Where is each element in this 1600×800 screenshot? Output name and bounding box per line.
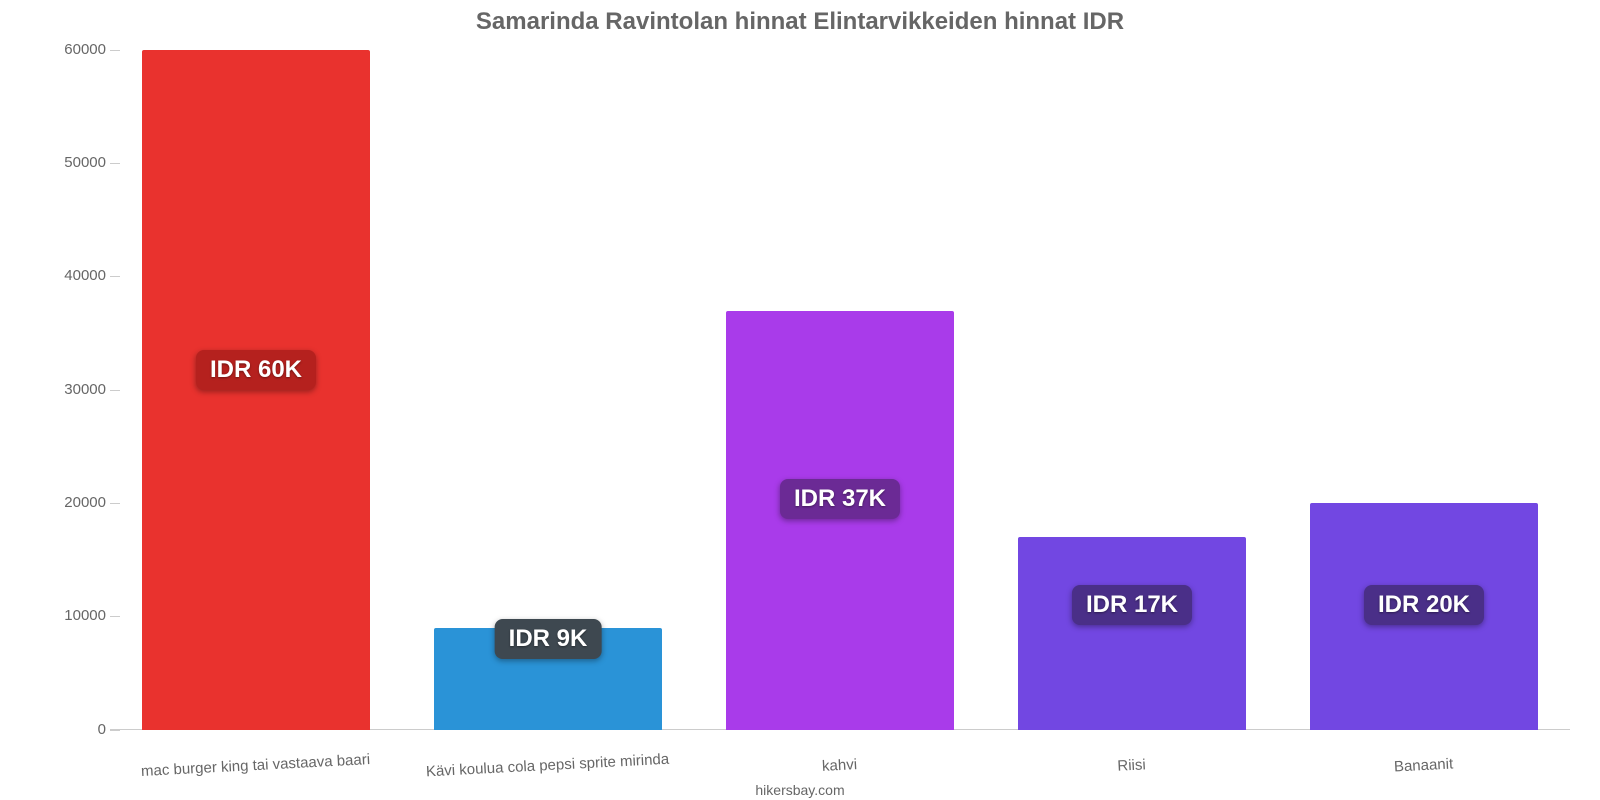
y-tick-label: 60000 bbox=[64, 41, 106, 58]
x-label: Riisi bbox=[1117, 756, 1146, 774]
value-badge: IDR 37K bbox=[780, 479, 900, 519]
chart-title: Samarinda Ravintolan hinnat Elintarvikke… bbox=[0, 8, 1600, 36]
x-label-slot: Riisi bbox=[986, 734, 1278, 774]
x-label-slot: kahvi bbox=[694, 734, 986, 774]
price-bar-chart: Samarinda Ravintolan hinnat Elintarvikke… bbox=[0, 0, 1600, 800]
bar-slot: IDR 60K bbox=[110, 50, 402, 730]
value-badge: IDR 9K bbox=[495, 619, 602, 659]
bar-slot: IDR 20K bbox=[1278, 50, 1570, 730]
value-badge: IDR 60K bbox=[196, 350, 316, 390]
x-label: kahvi bbox=[822, 756, 858, 775]
bar-slot: IDR 37K bbox=[694, 50, 986, 730]
y-tick-label: 30000 bbox=[64, 381, 106, 398]
bar bbox=[142, 50, 370, 730]
chart-footer: hikersbay.com bbox=[0, 782, 1600, 798]
bar bbox=[1018, 537, 1246, 730]
y-tick-label: 10000 bbox=[64, 607, 106, 624]
x-label: mac burger king tai vastaava baari bbox=[141, 751, 371, 780]
bars-container: IDR 60K IDR 9K IDR 37K IDR 17K IDR 20K bbox=[110, 50, 1570, 730]
x-label: Kävi koulua cola pepsi sprite mirinda bbox=[426, 751, 670, 781]
x-label: Banaanit bbox=[1394, 755, 1454, 775]
value-badge: IDR 17K bbox=[1072, 585, 1192, 625]
bar bbox=[726, 311, 954, 730]
x-label-slot: mac burger king tai vastaava baari bbox=[110, 734, 402, 774]
y-tick-label: 40000 bbox=[64, 267, 106, 284]
bar-slot: IDR 9K bbox=[402, 50, 694, 730]
y-tick-label: 50000 bbox=[64, 154, 106, 171]
value-badge: IDR 20K bbox=[1364, 585, 1484, 625]
plot-area: 0100002000030000400005000060000 IDR 60KI… bbox=[110, 50, 1570, 730]
bar-slot: IDR 17K bbox=[986, 50, 1278, 730]
y-tick-label: 20000 bbox=[64, 494, 106, 511]
x-label-slot: Banaanit bbox=[1278, 734, 1570, 774]
y-tick-label: 0 bbox=[98, 721, 106, 738]
x-label-slot: Kävi koulua cola pepsi sprite mirinda bbox=[402, 734, 694, 774]
x-axis-labels: mac burger king tai vastaava baariKävi k… bbox=[110, 734, 1570, 774]
